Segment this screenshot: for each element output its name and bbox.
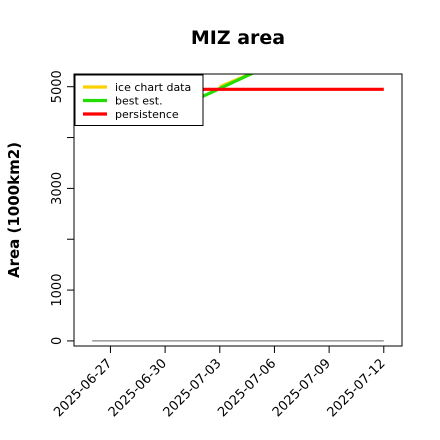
legend-label: persistence bbox=[115, 108, 179, 121]
x-axis: 2025-06-272025-06-302025-07-032025-07-06… bbox=[51, 346, 389, 420]
series-line-best-est- bbox=[200, 74, 255, 99]
y-axis: 0 1000 3000 5000 bbox=[50, 70, 74, 345]
x-tick-label: 2025-07-12 bbox=[325, 356, 389, 420]
chart-title: MIZ area bbox=[191, 27, 285, 49]
legend-label: best est. bbox=[115, 95, 163, 108]
plot-frame bbox=[73, 73, 403, 347]
y-tick-label: 1000 bbox=[50, 274, 65, 307]
legend-label: ice chart data bbox=[115, 81, 191, 94]
y-tick-label: 5000 bbox=[50, 70, 65, 103]
y-tick-label: 3000 bbox=[50, 172, 65, 205]
y-tick-label: 0 bbox=[50, 337, 65, 345]
y-axis-label: Area (1000km2) bbox=[5, 142, 23, 278]
